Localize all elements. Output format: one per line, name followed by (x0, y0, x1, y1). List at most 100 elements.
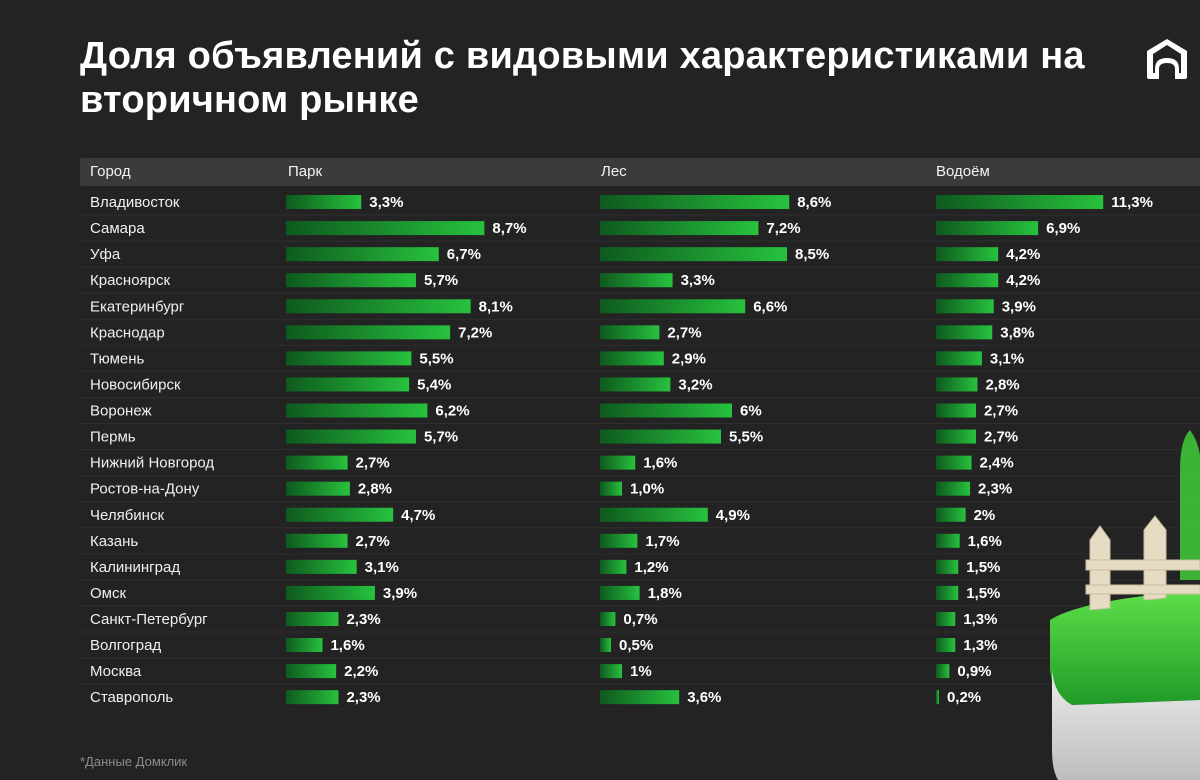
value-label-park: 8,7% (492, 220, 526, 237)
value-label-forest: 0,5% (619, 637, 653, 654)
bar-park (286, 690, 339, 705)
bar-forest (600, 559, 627, 574)
table-header: Город Парк Лес Водоём (80, 158, 1200, 186)
value-label-forest: 3,6% (687, 689, 721, 706)
value-label-water: 2,3% (978, 481, 1012, 498)
bar-forest (600, 325, 660, 340)
value-label-water: 4,2% (1006, 246, 1040, 263)
bar-forest (600, 455, 636, 470)
bar-park (286, 403, 428, 418)
header-city: Город (90, 163, 131, 180)
bar-water (936, 377, 978, 392)
value-label-park: 2,2% (344, 663, 378, 680)
city-label: Ставрополь (90, 689, 173, 706)
value-label-forest: 7,2% (766, 220, 800, 237)
value-label-forest: 0,7% (623, 611, 657, 628)
value-label-water: 3,9% (1002, 298, 1036, 315)
bar-forest (600, 611, 616, 626)
city-label: Челябинск (90, 507, 164, 524)
bar-water (936, 195, 1104, 210)
city-label: Тюмень (90, 350, 145, 367)
value-label-water: 1,5% (966, 559, 1000, 576)
bar-water (936, 429, 976, 444)
bar-forest (600, 247, 787, 262)
bar-forest (600, 403, 732, 418)
value-label-park: 2,3% (346, 689, 380, 706)
bar-park (286, 429, 416, 444)
value-label-forest: 1,0% (630, 481, 664, 498)
bar-park (286, 507, 394, 522)
bar-park (286, 559, 357, 574)
bar-water (936, 585, 959, 600)
value-label-water: 2% (974, 507, 996, 524)
value-label-forest: 6,6% (753, 298, 787, 315)
value-label-forest: 3,3% (681, 272, 715, 289)
city-label: Москва (90, 663, 142, 680)
city-label: Новосибирск (90, 376, 181, 393)
bar-water (936, 611, 956, 626)
city-label: Екатеринбург (90, 298, 185, 315)
value-label-forest: 6% (740, 403, 762, 420)
value-label-water: 2,7% (984, 429, 1018, 446)
bar-forest (600, 221, 759, 236)
bar-park (286, 325, 451, 340)
city-label: Краснодар (90, 324, 165, 341)
bar-forest (600, 507, 708, 522)
value-label-water: 1,6% (968, 533, 1002, 550)
bar-park (286, 585, 375, 600)
city-label: Ростов-на-Дону (90, 481, 200, 498)
header-park: Парк (288, 163, 323, 180)
value-label-water: 6,9% (1046, 220, 1080, 237)
value-label-park: 2,7% (356, 455, 390, 472)
value-label-water: 11,3% (1111, 194, 1153, 211)
value-label-park: 7,2% (458, 324, 492, 341)
header-water: Водоём (936, 163, 990, 180)
bar-forest (600, 638, 611, 653)
value-label-forest: 1,6% (643, 455, 677, 472)
header-forest: Лес (601, 163, 627, 180)
value-label-park: 5,4% (417, 376, 451, 393)
value-label-park: 2,8% (358, 481, 392, 498)
domclick-logo-icon (1147, 39, 1187, 79)
city-label: Пермь (90, 429, 136, 446)
bar-forest (600, 377, 671, 392)
bar-forest (600, 299, 746, 314)
bar-water (936, 533, 960, 548)
city-label: Калининград (90, 559, 180, 576)
value-label-water: 3,8% (1000, 324, 1034, 341)
value-label-forest: 1,7% (645, 533, 679, 550)
bar-park (286, 299, 471, 314)
fence-decoration (1050, 430, 1200, 780)
value-label-water: 0,9% (957, 663, 991, 680)
bar-park (286, 611, 339, 626)
value-label-park: 6,2% (435, 403, 469, 420)
value-label-park: 8,1% (479, 298, 513, 315)
value-label-park: 2,7% (356, 533, 390, 550)
bar-forest (600, 585, 640, 600)
value-label-park: 5,7% (424, 429, 458, 446)
bar-park (286, 247, 439, 262)
value-label-forest: 1,8% (648, 585, 682, 602)
footnote: *Данные Домклик (80, 754, 188, 769)
bar-forest (600, 690, 680, 705)
bar-water (936, 221, 1039, 236)
value-label-park: 3,1% (365, 559, 399, 576)
bar-water (936, 403, 976, 418)
bar-water (936, 299, 994, 314)
value-label-forest: 1% (630, 663, 652, 680)
value-label-water: 0,2% (947, 689, 981, 706)
bar-park (286, 351, 412, 366)
bar-park (286, 195, 362, 210)
value-label-forest: 8,6% (797, 194, 831, 211)
value-label-forest: 8,5% (795, 246, 829, 263)
value-label-water: 1,3% (963, 637, 997, 654)
bar-water (936, 507, 966, 522)
value-label-park: 1,6% (330, 637, 364, 654)
city-label: Омск (90, 585, 126, 602)
value-label-forest: 3,2% (678, 376, 712, 393)
value-label-water: 2,7% (984, 403, 1018, 420)
bar-water (936, 325, 993, 340)
city-label: Казань (90, 533, 138, 550)
bar-forest (600, 481, 622, 496)
bar-water (936, 273, 999, 288)
